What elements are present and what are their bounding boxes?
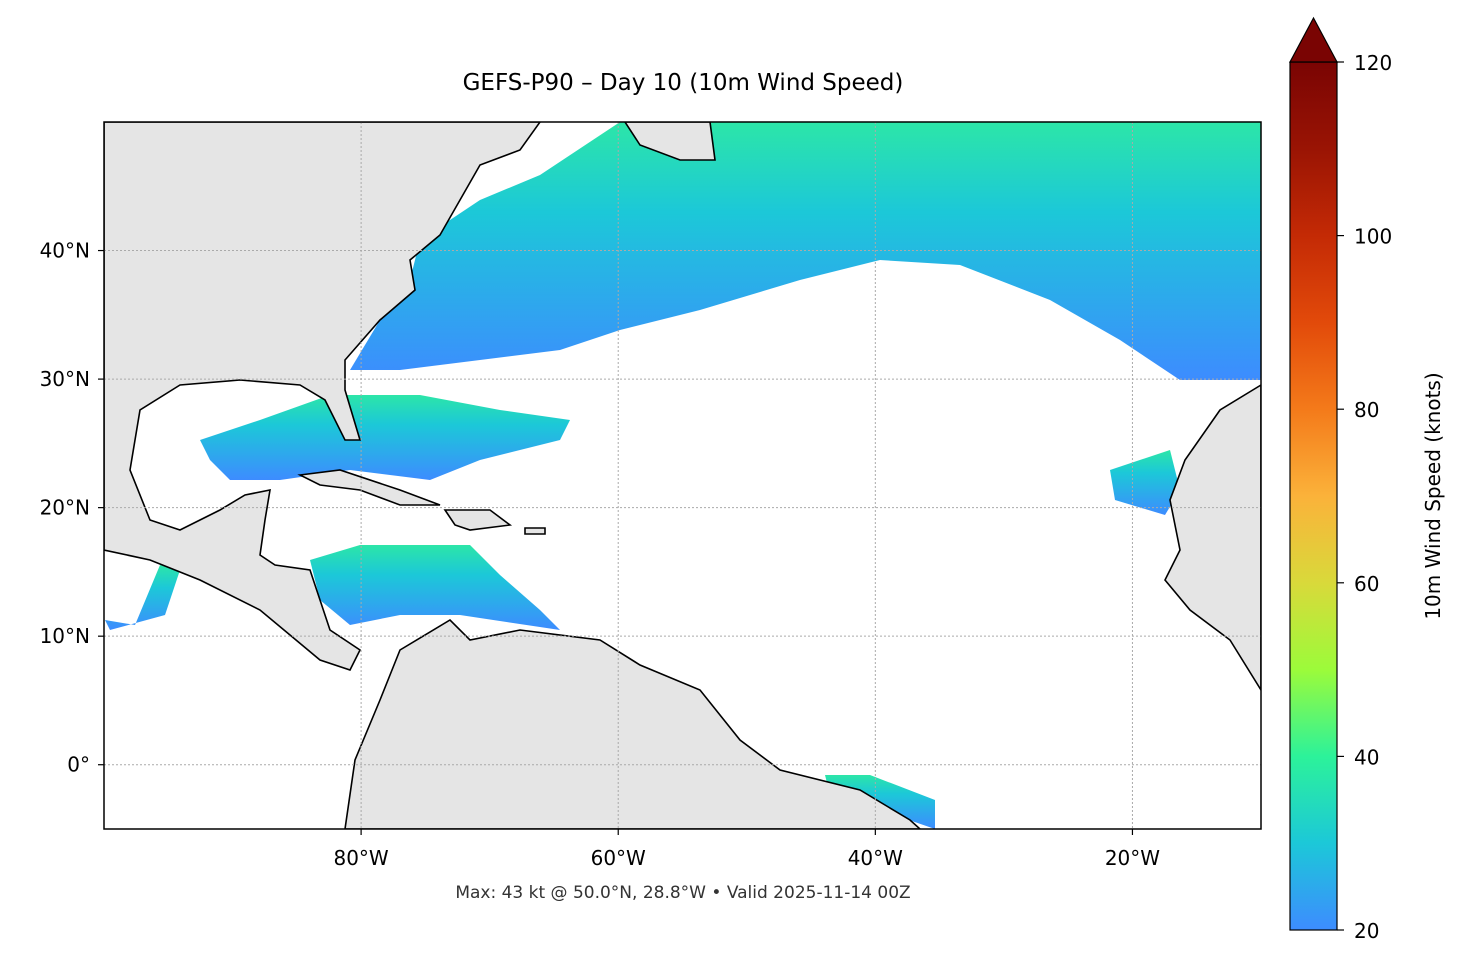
y-tick-label: 40°N (40, 239, 90, 263)
wind-patch (1110, 450, 1180, 515)
wind-patch (200, 395, 570, 480)
africa (1164, 384, 1261, 692)
north-america (104, 122, 541, 671)
map-area (104, 122, 1261, 829)
x-tick-label: 20°W (1105, 846, 1160, 870)
y-tick-label: 30°N (40, 367, 90, 391)
colorbar-label: 10m Wind Speed (knots) (1421, 372, 1445, 619)
land (104, 122, 1261, 829)
colorbar-tick-label: 100 (1354, 225, 1392, 249)
cuba (297, 469, 441, 506)
colorbar: 20 40 60 80 100 120 (1288, 16, 1392, 943)
wind-patch (105, 565, 180, 630)
x-tick-label: 60°W (591, 846, 646, 870)
colorbar-tick-label: 120 (1354, 51, 1392, 75)
puerto-rico (524, 527, 546, 535)
y-tick-label: 20°N (40, 496, 90, 520)
colorbar-tick-label: 80 (1354, 398, 1379, 422)
gridlines (104, 122, 1261, 829)
colorbar-tick-label: 60 (1354, 572, 1379, 596)
x-tick-label: 40°W (848, 846, 903, 870)
colorbar-tick-label: 40 (1354, 745, 1379, 769)
colorbar-extend (1288, 16, 1339, 63)
map-title: GEFS-P90 – Day 10 (10m Wind Speed) (463, 70, 904, 96)
axis-ticks: 80°W 60°W 40°W 20°W 0° 10°N 20°N 30°N 40°N (40, 239, 1161, 870)
newfoundland (624, 122, 716, 161)
y-tick-label: 10°N (40, 624, 90, 648)
x-tick-label: 80°W (333, 846, 388, 870)
south-america (344, 618, 922, 829)
colorbar-bar (1289, 61, 1338, 931)
footer-note: Max: 43 kt @ 50.0°N, 28.8°W • Valid 2025… (455, 883, 910, 903)
hispaniola (443, 509, 513, 531)
map-frame (103, 121, 1262, 830)
wind-patch (310, 545, 560, 630)
y-tick-label: 0° (67, 753, 90, 777)
colorbar-tick-label: 20 (1354, 919, 1379, 943)
